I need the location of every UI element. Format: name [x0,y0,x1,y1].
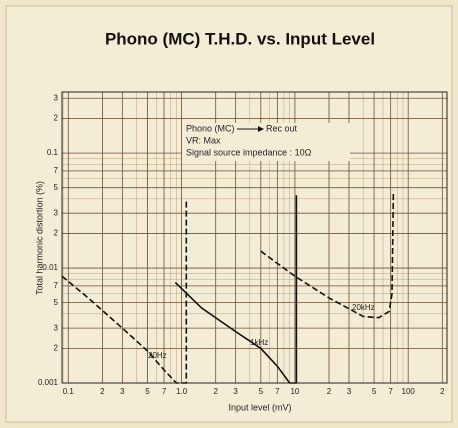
y-tick-label: 0.001 [38,378,59,387]
x-tick-label: 3 [347,387,352,396]
x-tick-label: 5 [259,387,264,396]
y-tick-label: 2 [54,344,59,353]
series-label: 20Hz [148,351,167,360]
series-line [260,190,395,319]
y-tick-label: 0.01 [42,263,58,272]
series-label: 20kHz [352,303,375,312]
x-tick-label: 100 [402,387,416,396]
y-tick-label: 2 [54,114,59,123]
x-tick-label: 2 [327,387,332,396]
x-tick-label: 7 [162,387,167,396]
y-tick-label: 3 [54,208,59,217]
y-tick-label: 5 [54,183,59,192]
y-tick-label: 7 [54,166,59,175]
y-tick-label: 3 [54,93,59,102]
note-backdrop [182,123,350,161]
y-tick-label: 5 [54,298,59,307]
x-tick-label: 1.0 [176,387,188,396]
panel [5,5,453,423]
x-tick-label: 5 [372,387,377,396]
x-tick-label: 0.1 [63,387,75,396]
annotation: Rec out [266,123,298,133]
x-tick-label: 2 [440,387,445,396]
y-tick-label: 3 [54,323,59,332]
x-tick-label: 3 [120,387,125,396]
y-tick-label: 0.1 [47,148,59,157]
series-label: 1kHz [250,338,268,347]
x-tick-label: 7 [388,387,393,396]
x-tick-label: 5 [145,387,150,396]
y-tick-label: 2 [54,229,59,238]
annotation: VR: Max [186,135,221,145]
x-axis-label: Input level (mV) [228,402,291,412]
x-tick-label: 7 [275,387,280,396]
annotation: Signal source impedance : 10Ω [186,147,312,157]
arrow-head [258,126,264,132]
annotation: Phono (MC) [186,123,235,133]
x-tick-label: 2 [213,387,218,396]
plot-frame [61,91,448,384]
x-tick-label: 2 [100,387,105,396]
y-tick-label: 7 [54,281,59,290]
chart-title: Phono (MC) T.H.D. vs. Input Level [105,29,375,48]
x-tick-label: 3 [233,387,238,396]
y-axis-label: Total harmonic distortion (%) [34,181,44,295]
x-tick-label: 10 [290,387,299,396]
